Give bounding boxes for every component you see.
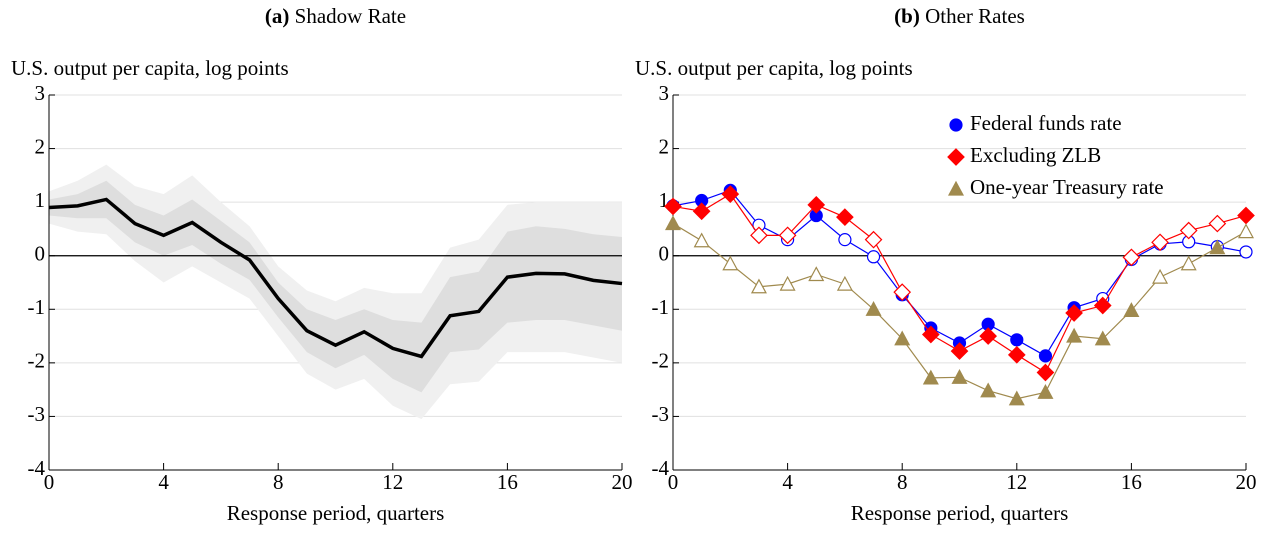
y-tick-label: 0 [659,242,670,266]
marker [1239,245,1253,259]
marker [947,148,965,166]
y-tick-label: -1 [652,295,670,319]
marker [1066,327,1083,343]
confidence-band [49,180,622,393]
x-tick-label: 4 [782,470,793,494]
y-tick-label: 1 [659,188,670,212]
marker [865,301,882,316]
x-tick-label: 20 [1236,470,1257,494]
legend-label: Federal funds rate [970,111,1122,135]
marker [1237,223,1255,239]
marker [836,275,853,291]
marker [1151,233,1169,252]
y-tick-label: -2 [652,349,670,373]
marker [950,342,969,360]
x-tick-label: 4 [158,470,169,494]
line [48,197,623,359]
panel-title-text: Other Rates [925,4,1025,28]
legend-label: One-year Treasury rate [970,175,1164,199]
panel-label: (a) [265,4,290,28]
marker [1180,255,1197,271]
panel-title-text: Shadow Rate [295,4,406,28]
panel-title: (b) Other Rates [894,4,1025,28]
marker [838,233,852,247]
marker [1007,345,1026,364]
panel: (a) Shadow Rate U.S. output per capita, l… [11,4,633,525]
marker [1065,304,1083,322]
marker [949,118,963,132]
marker [1122,248,1141,267]
x-tick-label: 8 [897,470,908,494]
marker [1038,349,1053,363]
x-axis-label: Response period, quarters [851,501,1069,525]
marker [864,230,883,249]
y-tick-label: 2 [35,134,46,158]
y-axis-label: U.S. output per capita, log points [11,56,289,80]
y-tick-label: 1 [35,188,46,212]
marker [893,283,912,301]
x-tick-label: 12 [1006,470,1027,494]
marker [1237,206,1255,225]
marker [808,266,825,282]
marker [664,215,682,231]
marker [922,369,939,385]
x-tick-label: 0 [44,470,55,494]
y-tick-label: -4 [28,456,46,480]
marker [1179,221,1198,240]
x-tick-label: 16 [497,470,518,494]
x-tick-label: 8 [273,470,284,494]
y-tick-label: 3 [659,81,670,105]
marker [1152,268,1169,284]
y-tick-label: -4 [652,456,670,480]
marker [692,202,711,221]
x-axis-label: Response period, quarters [227,501,445,525]
marker [979,327,997,345]
y-tick-label: -3 [652,402,670,426]
marker [1094,330,1111,346]
y-tick-label: -2 [28,349,46,373]
marker [836,208,854,226]
y-tick-label: -1 [28,295,46,319]
marker [1037,384,1054,399]
marker [947,180,965,196]
marker [664,197,682,216]
x-tick-label: 20 [612,470,633,494]
panel: (b) Other Rates U.S. output per capita, l… [635,4,1257,525]
marker [807,195,826,214]
marker [750,278,767,294]
y-tick-label: 3 [35,81,46,105]
marker [1209,239,1226,255]
marker [1010,333,1024,347]
x-tick-label: 0 [668,470,679,494]
marker [1123,302,1140,317]
marker [894,330,911,346]
marker [693,232,710,248]
panel-label: (b) [894,4,920,28]
panel-title: (a) Shadow Rate [265,4,406,28]
marker [750,226,768,245]
legend-label: Excluding ZLB [970,143,1101,167]
y-axis-label: U.S. output per capita, log points [635,56,913,80]
marker [1008,390,1025,406]
marker [866,250,881,264]
marker [722,255,739,271]
x-tick-label: 16 [1121,470,1142,494]
y-tick-label: 0 [35,242,46,266]
marker [922,325,940,344]
marker [980,382,997,398]
marker [951,369,968,384]
marker [779,275,796,291]
marker [1208,214,1227,233]
marker [1093,296,1112,315]
x-tick-label: 12 [382,470,403,494]
marker [721,185,740,203]
marker [1036,363,1055,382]
y-tick-label: 2 [659,134,670,158]
marker [778,226,797,245]
y-tick-label: -3 [28,402,46,426]
